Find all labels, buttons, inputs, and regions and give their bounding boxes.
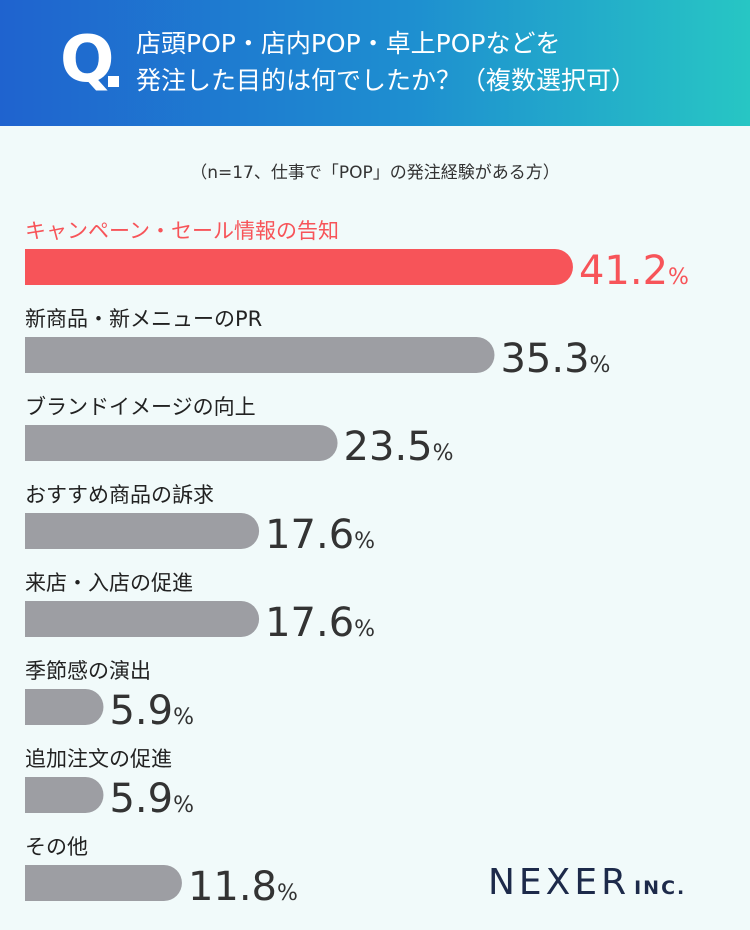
- bar: [25, 249, 573, 285]
- value-label: 17.6%: [265, 512, 375, 558]
- bar: [25, 513, 260, 549]
- value-unit: %: [590, 353, 611, 378]
- value-label: 5.9%: [109, 688, 194, 734]
- value-unit: %: [173, 793, 194, 818]
- value-label: 41.2%: [579, 248, 689, 294]
- category-label: その他: [25, 835, 88, 859]
- value-unit: %: [354, 617, 375, 642]
- bar: [25, 601, 260, 637]
- value-number: 5.9: [109, 776, 173, 822]
- bar-left-edge: [25, 777, 43, 813]
- value-label: 23.5%: [344, 424, 454, 470]
- question-line-2: 発注した目的は何でしたか？（複数選択可）: [136, 66, 637, 95]
- bar: [25, 689, 104, 725]
- category-label: おすすめ商品の訴求: [25, 483, 214, 507]
- q-mark: Q: [60, 23, 115, 97]
- bar-left-edge: [25, 425, 43, 461]
- value-number: 17.6: [265, 600, 354, 646]
- nexer-logo: NEXER INC.: [488, 862, 686, 903]
- question-line-1: 店頭POP・店内POP・卓上POPなどを: [136, 29, 561, 58]
- value-label: 35.3%: [500, 336, 610, 382]
- bar-left-edge: [25, 249, 43, 285]
- bar-left-edge: [25, 513, 43, 549]
- bar-left-edge: [25, 337, 43, 373]
- value-number: 41.2: [579, 248, 668, 294]
- value-number: 23.5: [344, 424, 433, 470]
- logo-text: NEXER: [488, 862, 631, 903]
- value-number: 17.6: [265, 512, 354, 558]
- category-label: 季節感の演出: [25, 659, 151, 683]
- category-label: ブランドイメージの向上: [25, 395, 256, 419]
- value-number: 5.9: [109, 688, 173, 734]
- value-number: 11.8: [188, 864, 277, 910]
- bar: [25, 865, 182, 901]
- logo-suffix: INC.: [634, 877, 687, 899]
- bar-left-edge: [25, 689, 43, 725]
- bar: [25, 337, 495, 373]
- category-label: 新商品・新メニューのPR: [25, 307, 262, 331]
- value-unit: %: [277, 881, 298, 906]
- value-label: 5.9%: [109, 776, 194, 822]
- category-label: 来店・入店の促進: [25, 571, 193, 595]
- bar: [25, 777, 104, 813]
- bar: [25, 425, 338, 461]
- value-number: 35.3: [500, 336, 589, 382]
- value-unit: %: [173, 705, 194, 730]
- value-unit: %: [668, 265, 689, 290]
- bar-left-edge: [25, 865, 43, 901]
- question-header: Q 店頭POP・店内POP・卓上POPなどを 発注した目的は何でしたか？（複数選…: [0, 0, 750, 126]
- category-label: キャンペーン・セール情報の告知: [25, 219, 339, 243]
- value-unit: %: [433, 441, 454, 466]
- q-dot-icon: [108, 76, 119, 87]
- category-label: 追加注文の促進: [25, 747, 172, 771]
- value-label: 11.8%: [188, 864, 298, 910]
- bar-left-edge: [25, 601, 43, 637]
- value-label: 17.6%: [265, 600, 375, 646]
- value-unit: %: [354, 529, 375, 554]
- sample-note: （n=17、仕事で「POP」の発注経験がある方）: [190, 163, 560, 183]
